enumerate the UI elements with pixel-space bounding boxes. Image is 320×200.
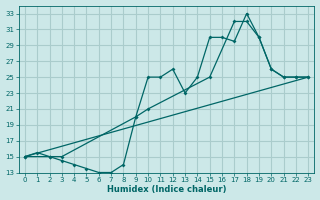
X-axis label: Humidex (Indice chaleur): Humidex (Indice chaleur) — [107, 185, 226, 194]
